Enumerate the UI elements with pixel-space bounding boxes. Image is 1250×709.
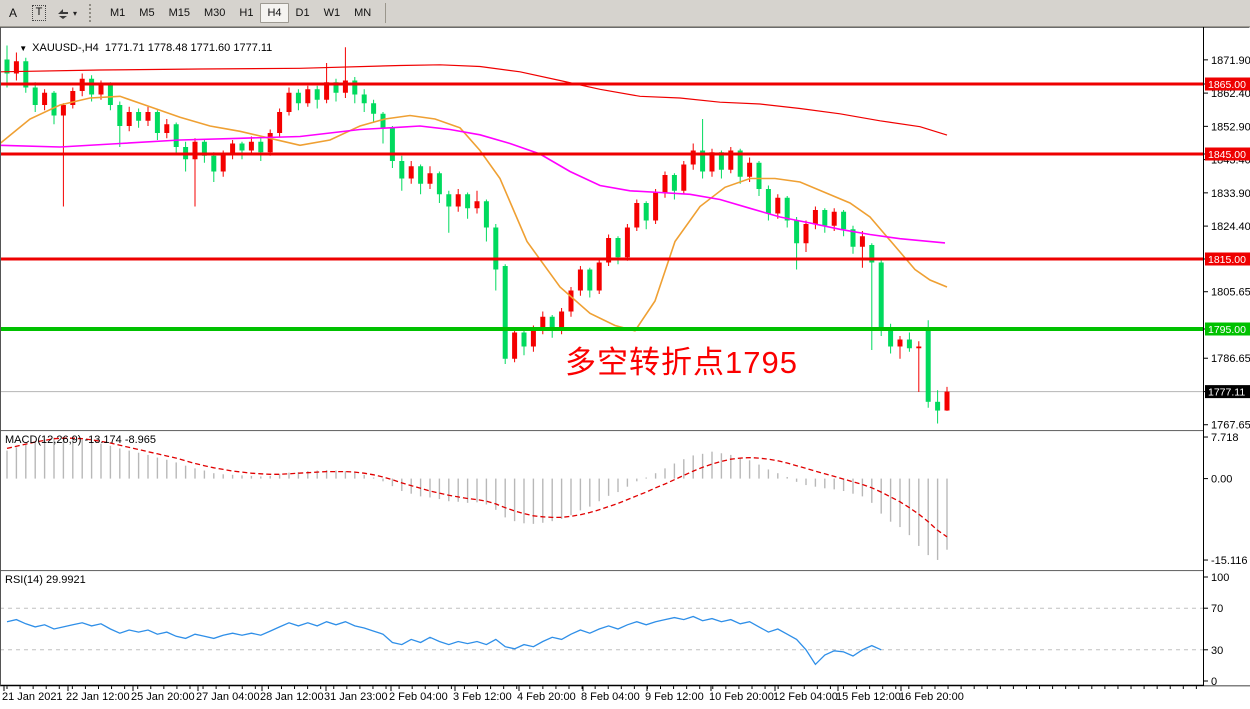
date-axis-label: 4 Feb 20:00 <box>517 691 576 703</box>
date-axis-label: 9 Feb 12:00 <box>645 691 704 703</box>
arrow-style-button[interactable]: A <box>1 2 25 24</box>
toolbar-drag-handle <box>89 4 97 22</box>
text-tool-button[interactable]: T <box>27 2 51 24</box>
price-badge <box>1205 252 1250 266</box>
date-axis-label: 31 Jan 23:00 <box>324 691 388 703</box>
date-axis-label: 16 Feb 20:00 <box>899 691 964 703</box>
chart-symbol-title[interactable]: ▼ XAUUSD-,H4 1771.71 1778.48 1771.60 1777… <box>7 30 272 66</box>
timeframe-button-mn[interactable]: MN <box>347 3 378 23</box>
timeframe-button-w1[interactable]: W1 <box>317 3 348 23</box>
rsi-axis-label: 100 <box>1211 572 1229 584</box>
timeframe-button-m1[interactable]: M1 <box>103 3 132 23</box>
chart-background <box>0 27 1250 709</box>
ma-fast-orange <box>0 95 948 332</box>
date-axis-label: 28 Jan 12:00 <box>260 691 324 703</box>
rsi-axis-label: 0 <box>1211 676 1217 688</box>
rsi-panel <box>0 607 1203 666</box>
macd-axis-label: 0.00 <box>1211 474 1232 486</box>
date-axis-label: 2 Feb 04:00 <box>389 691 448 703</box>
timeframe-button-h4[interactable]: H4 <box>260 3 289 23</box>
macd-axis-label: -15.116 <box>1211 555 1248 567</box>
timeframe-button-h1[interactable]: H1 <box>232 3 260 23</box>
timeframe-button-m30[interactable]: M30 <box>197 3 232 23</box>
timeframe-button-m15[interactable]: M15 <box>162 3 197 23</box>
panel-frames <box>0 27 1250 687</box>
toolbar-separator <box>385 3 387 23</box>
symbol-ohlc-text: XAUUSD-,H4 1771.71 1778.48 1771.60 1777.… <box>32 42 273 54</box>
text-tool-icon: T <box>31 5 47 21</box>
price-axis-label: 1786.65 <box>1211 353 1250 365</box>
cursor-mode-button[interactable]: ▾ <box>53 2 80 24</box>
price-axis-label: 1833.90 <box>1211 188 1250 200</box>
price-axis-label: 1871.90 <box>1211 55 1250 67</box>
price-badge <box>1205 77 1250 91</box>
rsi-indicator-label: RSI(14) 29.9921 <box>5 574 86 586</box>
timeframe-button-m5[interactable]: M5 <box>132 3 161 23</box>
ma-slow-red <box>0 64 948 136</box>
timeframe-button-d1[interactable]: D1 <box>289 3 317 23</box>
price-axis-label: 1852.90 <box>1211 121 1250 133</box>
svg-text:1795.00: 1795.00 <box>1208 324 1246 336</box>
price-badge <box>1205 322 1250 336</box>
macd-indicator-label: MACD(12,26,9) -13.174 -8.965 <box>5 434 157 446</box>
date-axis-label: 8 Feb 04:00 <box>581 691 640 703</box>
symbol-dropdown-icon[interactable]: ▼ <box>19 44 28 53</box>
price-axis-label: 1805.65 <box>1211 287 1250 299</box>
date-axis[interactable]: 21 Jan 2021 22 Jan 12:00 25 Jan 20:00 27 Ja… <box>0 686 1250 709</box>
date-axis-label: 27 Jan 04:00 <box>196 691 260 703</box>
date-axis-label: 25 Jan 20:00 <box>131 691 195 703</box>
cursor-mode-icon <box>58 9 68 19</box>
rsi-line <box>6 615 882 666</box>
price-axis-label: 1824.40 <box>1211 221 1250 233</box>
horizontal-level-lines[interactable] <box>0 82 1203 331</box>
price-badge <box>1205 147 1250 161</box>
annotation-text: 多空转折点1795 <box>565 345 798 380</box>
price-badge <box>1205 385 1250 399</box>
rsi-axis-label: 70 <box>1211 603 1223 615</box>
date-axis-label: 12 Feb 04:00 <box>773 691 838 703</box>
dropdown-arrow-icon: ▾ <box>73 8 78 18</box>
date-axis-label: 10 Feb 20:00 <box>709 691 774 703</box>
svg-text:1865.00: 1865.00 <box>1208 79 1246 91</box>
date-axis-label: 3 Feb 12:00 <box>453 691 512 703</box>
price-axis-label: 1767.65 <box>1211 420 1250 432</box>
macd-axis-label: 7.718 <box>1211 432 1239 444</box>
date-axis-label: 15 Feb 12:00 <box>836 691 901 703</box>
macd-panel <box>6 437 948 560</box>
toolbar: A T ▾ M1 M5 M15 M30 H1 H4 D1 W1 MN <box>0 0 1250 27</box>
rsi-axis-label: 30 <box>1211 645 1223 657</box>
price-axis[interactable]: 1871.901862.401852.901843.401833.901824.… <box>1203 27 1250 688</box>
svg-text:1777.11: 1777.11 <box>1208 387 1245 399</box>
svg-text:1845.00: 1845.00 <box>1208 149 1246 161</box>
date-axis-label: 22 Jan 12:00 <box>66 691 130 703</box>
svg-text:1815.00: 1815.00 <box>1208 254 1246 266</box>
price-axis-label: 1862.40 <box>1211 88 1250 100</box>
date-axis-label: 21 Jan 2021 <box>2 691 63 703</box>
